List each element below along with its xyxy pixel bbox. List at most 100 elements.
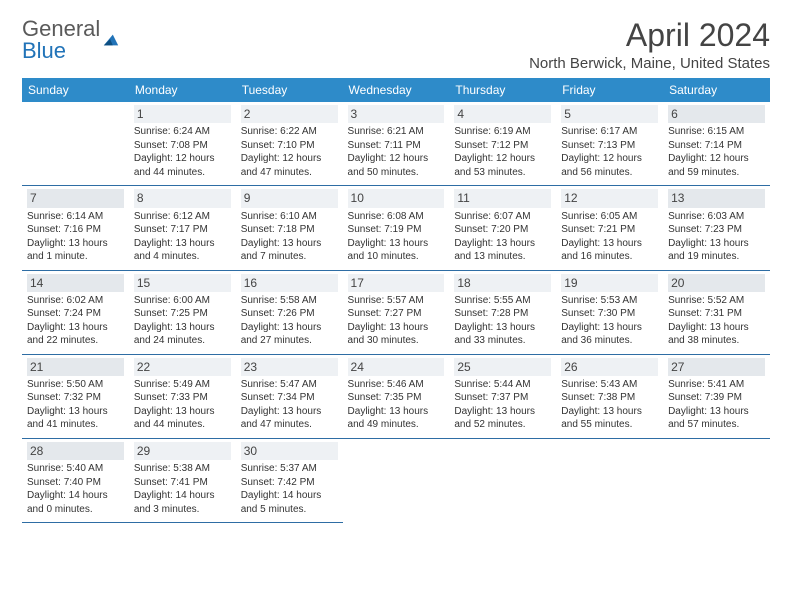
day-cell: 12 Sunrise: 6:05 AMSunset: 7:21 PMDayligh… <box>556 186 663 270</box>
day-details: Sunrise: 6:02 AMSunset: 7:24 PMDaylight:… <box>27 294 124 348</box>
day-details: Sunrise: 6:21 AMSunset: 7:11 PMDaylight:… <box>348 125 445 179</box>
day-number: 1 <box>134 105 231 123</box>
detail-line: Sunset: 7:39 PM <box>668 391 765 405</box>
day-cell <box>343 438 450 522</box>
detail-line: Daylight: 13 hours <box>241 405 338 419</box>
detail-line: Sunset: 7:14 PM <box>668 139 765 153</box>
day-details: Sunrise: 6:24 AMSunset: 7:08 PMDaylight:… <box>134 125 231 179</box>
day-cell: 23Sunrise: 5:47 AMSunset: 7:34 PMDayligh… <box>236 354 343 438</box>
day-details: Sunrise: 6:19 AMSunset: 7:12 PMDaylight:… <box>454 125 551 179</box>
detail-line: Sunrise: 5:52 AM <box>668 294 765 308</box>
day-number: 14 <box>27 274 124 292</box>
detail-line: and 7 minutes. <box>241 250 338 264</box>
day-number: 8 <box>134 189 231 207</box>
day-cell: 18Sunrise: 5:55 AMSunset: 7:28 PMDayligh… <box>449 270 556 354</box>
day-details: Sunrise: 6:08 AMSunset: 7:19 PMDaylight:… <box>348 210 445 264</box>
detail-line: Daylight: 13 hours <box>27 321 124 335</box>
detail-line: Daylight: 13 hours <box>668 321 765 335</box>
detail-line: Sunrise: 6:12 AM <box>134 210 231 224</box>
day-details: Sunrise: 5:55 AMSunset: 7:28 PMDaylight:… <box>454 294 551 348</box>
detail-line: Sunset: 7:42 PM <box>241 476 338 490</box>
detail-line: Daylight: 13 hours <box>134 237 231 251</box>
detail-line: Sunset: 7:16 PM <box>27 223 124 237</box>
detail-line: and 30 minutes. <box>348 334 445 348</box>
day-cell: 10Sunrise: 6:08 AMSunset: 7:19 PMDayligh… <box>343 186 450 270</box>
detail-line: Sunset: 7:24 PM <box>27 307 124 321</box>
detail-line: Daylight: 13 hours <box>241 237 338 251</box>
detail-line: Sunset: 7:10 PM <box>241 139 338 153</box>
detail-line: Sunset: 7:08 PM <box>134 139 231 153</box>
detail-line: Daylight: 13 hours <box>561 237 658 251</box>
detail-line: Sunset: 7:23 PM <box>668 223 765 237</box>
detail-line: Daylight: 13 hours <box>668 237 765 251</box>
day-cell: 8 Sunrise: 6:12 AMSunset: 7:17 PMDaylight… <box>129 186 236 270</box>
day-cell: 16Sunrise: 5:58 AMSunset: 7:26 PMDayligh… <box>236 270 343 354</box>
detail-line: Sunrise: 6:05 AM <box>561 210 658 224</box>
detail-line: Sunset: 7:11 PM <box>348 139 445 153</box>
day-number: 12 <box>561 189 658 207</box>
day-header: Tuesday <box>236 78 343 102</box>
detail-line: Daylight: 12 hours <box>348 152 445 166</box>
day-number: 15 <box>134 274 231 292</box>
day-number: 5 <box>561 105 658 123</box>
detail-line: and 24 minutes. <box>134 334 231 348</box>
day-cell: 26Sunrise: 5:43 AMSunset: 7:38 PMDayligh… <box>556 354 663 438</box>
day-details: Sunrise: 5:50 AMSunset: 7:32 PMDaylight:… <box>27 378 124 432</box>
day-details: Sunrise: 5:52 AMSunset: 7:31 PMDaylight:… <box>668 294 765 348</box>
location: North Berwick, Maine, United States <box>529 55 770 72</box>
day-number: 7 <box>27 189 124 207</box>
detail-line: Sunrise: 5:55 AM <box>454 294 551 308</box>
detail-line: Sunrise: 5:58 AM <box>241 294 338 308</box>
day-cell: 29 Sunrise: 5:38 AMSunset: 7:41 PMDayligh… <box>129 438 236 522</box>
day-details: Sunrise: 6:07 AMSunset: 7:20 PMDaylight:… <box>454 210 551 264</box>
detail-line: and 22 minutes. <box>27 334 124 348</box>
day-details: Sunrise: 6:05 AMSunset: 7:21 PMDaylight:… <box>561 210 658 264</box>
logo-word2: Blue <box>22 40 100 62</box>
day-cell: 14 Sunrise: 6:02 AMSunset: 7:24 PMDayligh… <box>22 270 129 354</box>
detail-line: Sunrise: 5:38 AM <box>134 462 231 476</box>
day-header: Sunday <box>22 78 129 102</box>
detail-line: Sunrise: 6:08 AM <box>348 210 445 224</box>
detail-line: and 27 minutes. <box>241 334 338 348</box>
detail-line: Sunset: 7:26 PM <box>241 307 338 321</box>
detail-line: Sunrise: 5:40 AM <box>27 462 124 476</box>
detail-line: and 19 minutes. <box>668 250 765 264</box>
detail-line: Sunset: 7:17 PM <box>134 223 231 237</box>
detail-line: Sunrise: 5:47 AM <box>241 378 338 392</box>
day-cell: 17Sunrise: 5:57 AMSunset: 7:27 PMDayligh… <box>343 270 450 354</box>
day-number: 29 <box>134 442 231 460</box>
detail-line: and 4 minutes. <box>134 250 231 264</box>
day-cell: 27Sunrise: 5:41 AMSunset: 7:39 PMDayligh… <box>663 354 770 438</box>
detail-line: Sunset: 7:37 PM <box>454 391 551 405</box>
detail-line: Daylight: 12 hours <box>454 152 551 166</box>
day-cell: 28Sunrise: 5:40 AMSunset: 7:40 PMDayligh… <box>22 438 129 522</box>
day-cell: 25Sunrise: 5:44 AMSunset: 7:37 PMDayligh… <box>449 354 556 438</box>
day-number: 6 <box>668 105 765 123</box>
detail-line: Sunset: 7:12 PM <box>454 139 551 153</box>
detail-line: Sunset: 7:18 PM <box>241 223 338 237</box>
day-number: 4 <box>454 105 551 123</box>
week-row: 21Sunrise: 5:50 AMSunset: 7:32 PMDayligh… <box>22 354 770 438</box>
detail-line: and 47 minutes. <box>241 166 338 180</box>
detail-line: Sunset: 7:30 PM <box>561 307 658 321</box>
detail-line: Daylight: 14 hours <box>241 489 338 503</box>
detail-line: Daylight: 13 hours <box>561 321 658 335</box>
detail-line: Sunset: 7:41 PM <box>134 476 231 490</box>
day-number: 2 <box>241 105 338 123</box>
detail-line: and 1 minute. <box>27 250 124 264</box>
detail-line: Sunset: 7:34 PM <box>241 391 338 405</box>
day-header: Monday <box>129 78 236 102</box>
detail-line: Daylight: 13 hours <box>241 321 338 335</box>
detail-line: Daylight: 13 hours <box>454 321 551 335</box>
detail-line: Sunrise: 5:41 AM <box>668 378 765 392</box>
day-number: 26 <box>561 358 658 376</box>
week-row: 14 Sunrise: 6:02 AMSunset: 7:24 PMDayligh… <box>22 270 770 354</box>
detail-line: Daylight: 14 hours <box>134 489 231 503</box>
header-row: SundayMondayTuesdayWednesdayThursdayFrid… <box>22 78 770 102</box>
day-cell: 6Sunrise: 6:15 AMSunset: 7:14 PMDaylight… <box>663 102 770 186</box>
day-number: 19 <box>561 274 658 292</box>
detail-line: Daylight: 13 hours <box>668 405 765 419</box>
day-cell <box>663 438 770 522</box>
detail-line: Sunrise: 5:37 AM <box>241 462 338 476</box>
day-details: Sunrise: 5:38 AMSunset: 7:41 PMDaylight:… <box>134 462 231 516</box>
